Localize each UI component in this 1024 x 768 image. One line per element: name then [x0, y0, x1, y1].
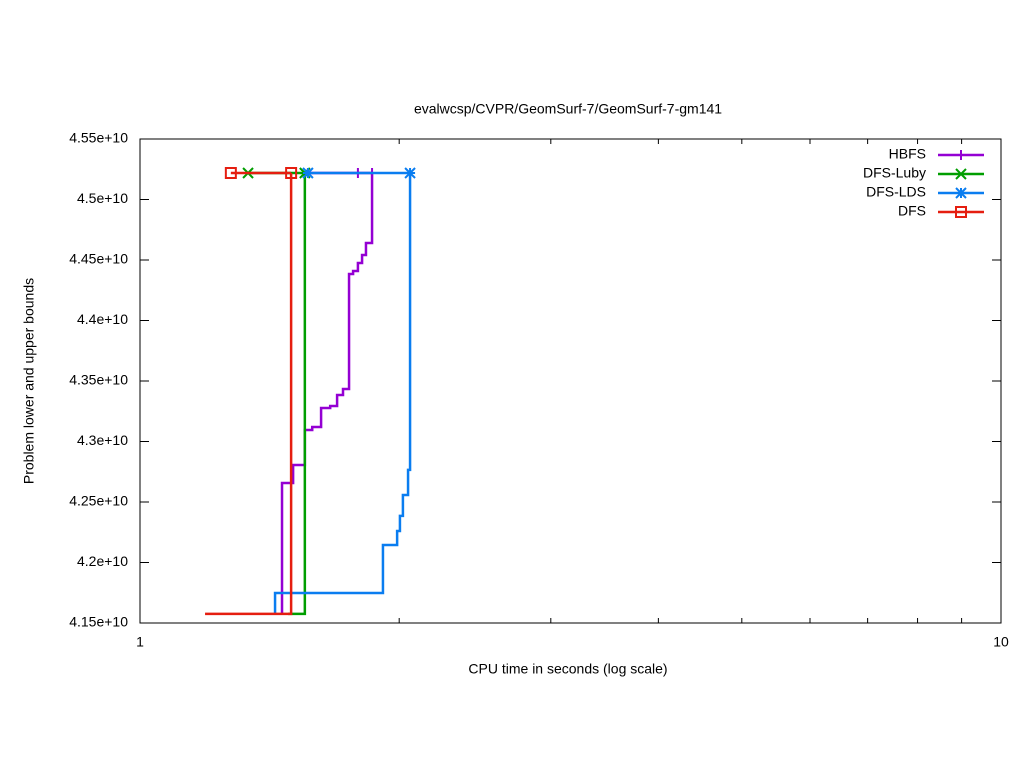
marker [224, 167, 237, 180]
y-tick-label: 4.2e+10 [77, 553, 128, 569]
chart-title: evalwcsp/CVPR/GeomSurf-7/GeomSurf-7-gm14… [414, 101, 722, 117]
y-axis-label: Problem lower and upper bounds [21, 278, 37, 484]
lower-bound-line [205, 173, 293, 616]
marker [955, 187, 967, 199]
marker [302, 167, 314, 179]
legend-label: HBFS [889, 146, 926, 162]
x-tick-label: 10 [993, 634, 1009, 650]
marker [285, 167, 298, 180]
y-tick-label: 4.45e+10 [69, 251, 128, 267]
legend-label: DFS-LDS [866, 184, 926, 200]
y-tick-label: 4.35e+10 [69, 372, 128, 388]
marker [404, 167, 416, 179]
y-tick-label: 4.25e+10 [69, 493, 128, 509]
x-tick-label: 1 [136, 634, 144, 650]
lower-bound-line [288, 173, 307, 616]
marker [955, 206, 967, 218]
legend-label: DFS [898, 203, 926, 219]
legend-label: DFS-Luby [863, 165, 926, 181]
y-tick-label: 4.15e+10 [69, 614, 128, 630]
x-axis-label: CPU time in seconds (log scale) [468, 661, 667, 677]
marker [956, 150, 966, 160]
lower-bound-line [273, 173, 412, 614]
marker [955, 168, 967, 180]
y-tick-label: 4.5e+10 [77, 190, 128, 206]
y-tick-label: 4.4e+10 [77, 311, 128, 327]
y-tick-label: 4.3e+10 [77, 432, 128, 448]
y-tick-label: 4.55e+10 [69, 130, 128, 146]
